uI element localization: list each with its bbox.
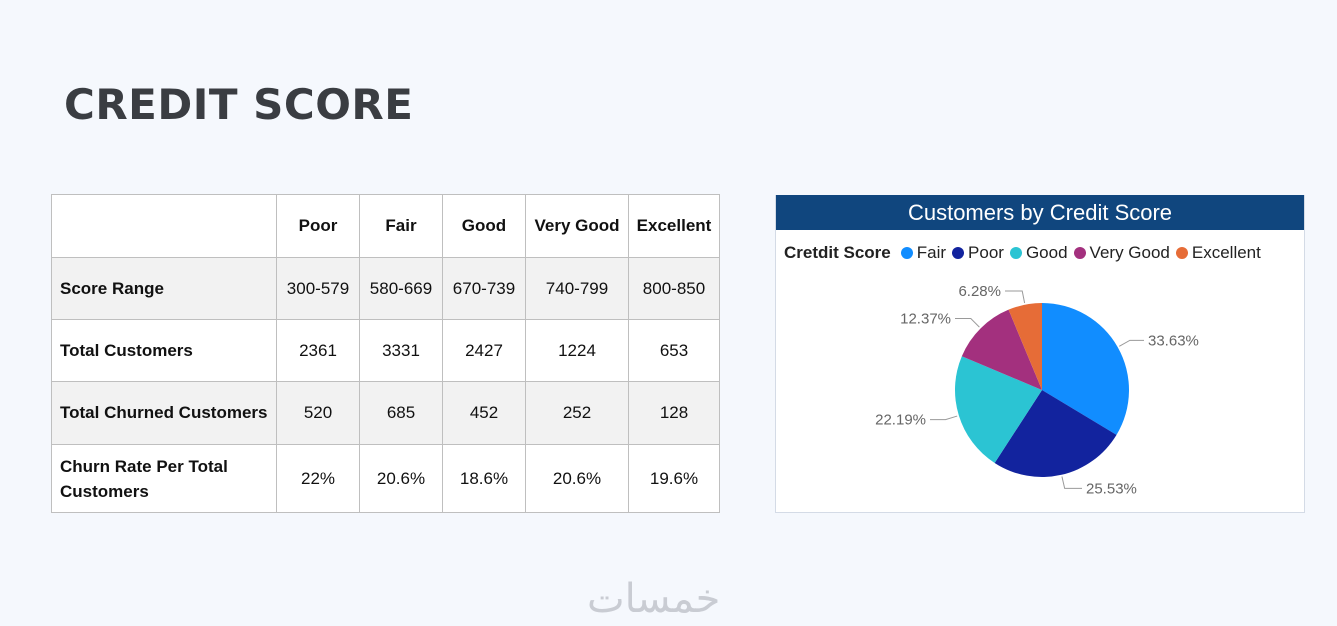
table-row-score-range: Score Range 300-579 580-669 670-739 740-… <box>51 257 720 320</box>
legend-label: Excellent <box>1191 243 1261 262</box>
column-header-excellent: Excellent <box>628 194 720 258</box>
pie-slice-excellent[interactable] <box>1008 303 1042 390</box>
pie-chart: 33.63% 25.53% 22.19% 12.37% 6.28% <box>875 283 1199 497</box>
pie-chart-panel: Customers by Credit Score Cretdit Score … <box>775 195 1305 513</box>
legend-dot <box>900 247 913 259</box>
table-cell: 18.6% <box>442 444 526 513</box>
column-header-poor: Poor <box>276 194 360 258</box>
legend-dot <box>1073 247 1086 259</box>
legend-item-very-good[interactable]: Very Good <box>1073 243 1170 263</box>
legend-title: Cretdit Score <box>784 243 891 262</box>
legend-label: Very Good <box>1089 243 1170 262</box>
leader-line <box>1119 339 1144 347</box>
table-cell: 1224 <box>525 319 629 382</box>
credit-score-table: Poor Fair Good Very Good Excellent Score… <box>51 194 720 513</box>
table-header-row: Poor Fair Good Very Good Excellent <box>51 194 720 258</box>
data-label-excellent: 6.28% <box>958 283 1001 300</box>
leader-line <box>1005 290 1026 304</box>
row-label: Total Churned Customers <box>51 381 277 445</box>
pie-slice-good[interactable] <box>955 356 1042 463</box>
table-cell: 20.6% <box>359 444 443 513</box>
leader-line <box>955 317 980 328</box>
legend-label: Good <box>1025 243 1068 262</box>
table-cell: 520 <box>276 381 360 445</box>
legend-label: Fair <box>916 243 947 262</box>
table-cell: 22% <box>276 444 360 513</box>
legend-dot <box>952 247 965 259</box>
row-label: Churn Rate Per Total Customers <box>51 444 277 513</box>
table-cell: 128 <box>628 381 720 445</box>
pie-slice-very-good[interactable] <box>961 309 1042 390</box>
column-header-fair: Fair <box>359 194 443 258</box>
legend-label: Poor <box>968 243 1004 262</box>
legend-item-excellent[interactable]: Excellent <box>1175 243 1261 263</box>
leader-line <box>930 415 958 421</box>
table-cell: 19.6% <box>628 444 720 513</box>
column-header-good: Good <box>442 194 526 258</box>
table-row-churn-rate: Churn Rate Per Total Customers 22% 20.6%… <box>51 444 720 513</box>
leader-line <box>1061 476 1082 489</box>
legend-dot <box>1009 247 1022 259</box>
table-row-total-churned: Total Churned Customers 520 685 452 252 … <box>51 381 720 445</box>
data-label-very-good: 12.37% <box>900 310 951 327</box>
legend-items: Fair Poor Good Very Good Excellent <box>900 243 1267 263</box>
table-cell: 653 <box>628 319 720 382</box>
legend-item-fair[interactable]: Fair <box>900 243 947 263</box>
table-row-total-customers: Total Customers 2361 3331 2427 1224 653 <box>51 319 720 382</box>
row-label: Total Customers <box>51 319 277 382</box>
table-cell: 2361 <box>276 319 360 382</box>
table-cell: 252 <box>525 381 629 445</box>
page-title: CREDIT SCORE <box>64 80 414 129</box>
watermark-logo: خمسات <box>587 576 721 622</box>
pie-slice-fair[interactable] <box>1042 303 1129 435</box>
chart-legend: Cretdit Score Fair Poor Good Very Good Excel… <box>784 243 1267 263</box>
table-cell: 685 <box>359 381 443 445</box>
legend-item-poor[interactable]: Poor <box>952 243 1004 263</box>
table-cell: 452 <box>442 381 526 445</box>
table-cell: 3331 <box>359 319 443 382</box>
table-cell: 800-850 <box>628 257 720 320</box>
table-corner-cell <box>51 194 277 258</box>
table-cell: 670-739 <box>442 257 526 320</box>
table-cell: 300-579 <box>276 257 360 320</box>
table-cell: 580-669 <box>359 257 443 320</box>
pie-slice-poor[interactable] <box>994 390 1117 477</box>
column-header-very-good: Very Good <box>525 194 629 258</box>
table-cell: 740-799 <box>525 257 629 320</box>
data-label-fair: 33.63% <box>1148 332 1199 349</box>
data-label-good: 22.19% <box>875 412 926 429</box>
table-cell: 2427 <box>442 319 526 382</box>
data-label-poor: 25.53% <box>1086 480 1137 497</box>
table-cell: 20.6% <box>525 444 629 513</box>
legend-dot <box>1175 247 1188 259</box>
chart-title: Customers by Credit Score <box>776 195 1304 230</box>
row-label: Score Range <box>51 257 277 320</box>
legend-item-good[interactable]: Good <box>1009 243 1068 263</box>
